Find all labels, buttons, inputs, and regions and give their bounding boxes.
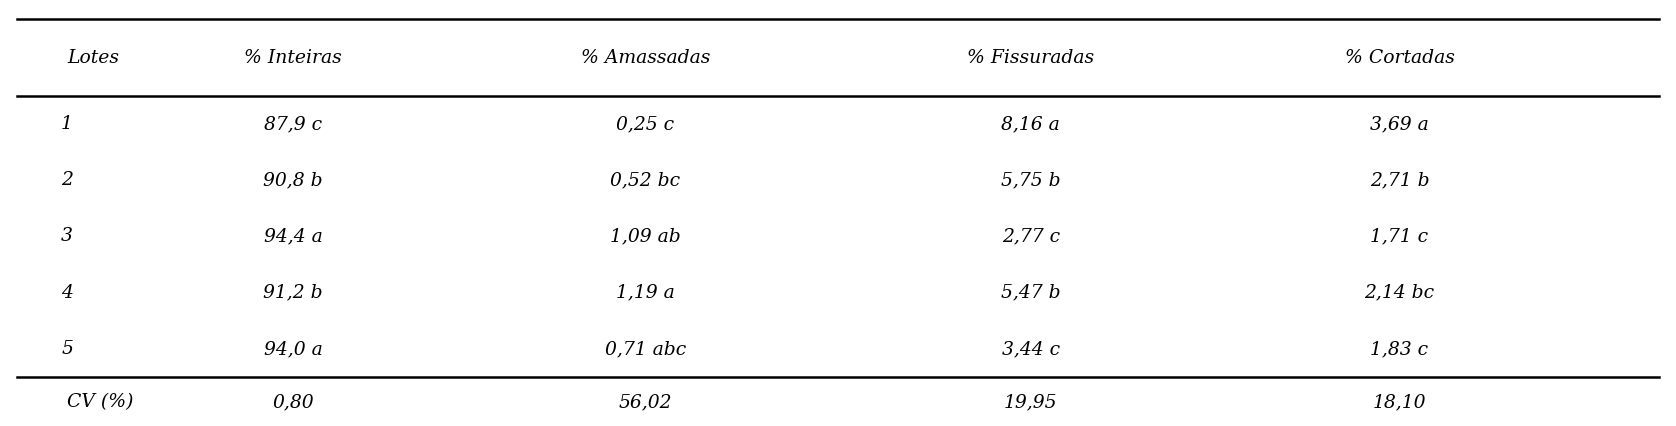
Text: 1,71 c: 1,71 c [1371,227,1428,245]
Text: 3,69 a: 3,69 a [1369,115,1430,133]
Text: 0,52 bc: 0,52 bc [610,171,680,189]
Text: 3,44 c: 3,44 c [1002,340,1059,358]
Text: 91,2 b: 91,2 b [263,284,323,302]
Text: 2: 2 [60,171,74,189]
Text: 0,71 abc: 0,71 abc [605,340,685,358]
Text: 0,25 c: 0,25 c [617,115,674,133]
Text: % Fissuradas: % Fissuradas [967,49,1094,66]
Text: 5,47 b: 5,47 b [1001,284,1061,302]
Text: 94,0 a: 94,0 a [263,340,323,358]
Text: 0,80: 0,80 [273,394,313,412]
Text: % Cortadas: % Cortadas [1344,49,1455,66]
Text: 2,71 b: 2,71 b [1369,171,1430,189]
Text: Lotes: Lotes [67,49,119,66]
Text: 94,4 a: 94,4 a [263,227,323,245]
Text: 5: 5 [60,340,74,358]
Text: 56,02: 56,02 [618,394,672,412]
Text: 19,95: 19,95 [1004,394,1058,412]
Text: 5,75 b: 5,75 b [1001,171,1061,189]
Text: 1,09 ab: 1,09 ab [610,227,680,245]
Text: 3: 3 [60,227,74,245]
Text: % Amassadas: % Amassadas [580,49,711,66]
Text: 2,77 c: 2,77 c [1002,227,1059,245]
Text: 4: 4 [60,284,74,302]
Text: 1,19 a: 1,19 a [615,284,675,302]
Text: 8,16 a: 8,16 a [1001,115,1061,133]
Text: 90,8 b: 90,8 b [263,171,323,189]
Text: 1,83 c: 1,83 c [1371,340,1428,358]
Text: 1: 1 [60,115,74,133]
Text: CV (%): CV (%) [67,394,134,412]
Text: 2,14 bc: 2,14 bc [1364,284,1435,302]
Text: 87,9 c: 87,9 c [265,115,322,133]
Text: % Inteiras: % Inteiras [245,49,342,66]
Text: 18,10: 18,10 [1373,394,1426,412]
